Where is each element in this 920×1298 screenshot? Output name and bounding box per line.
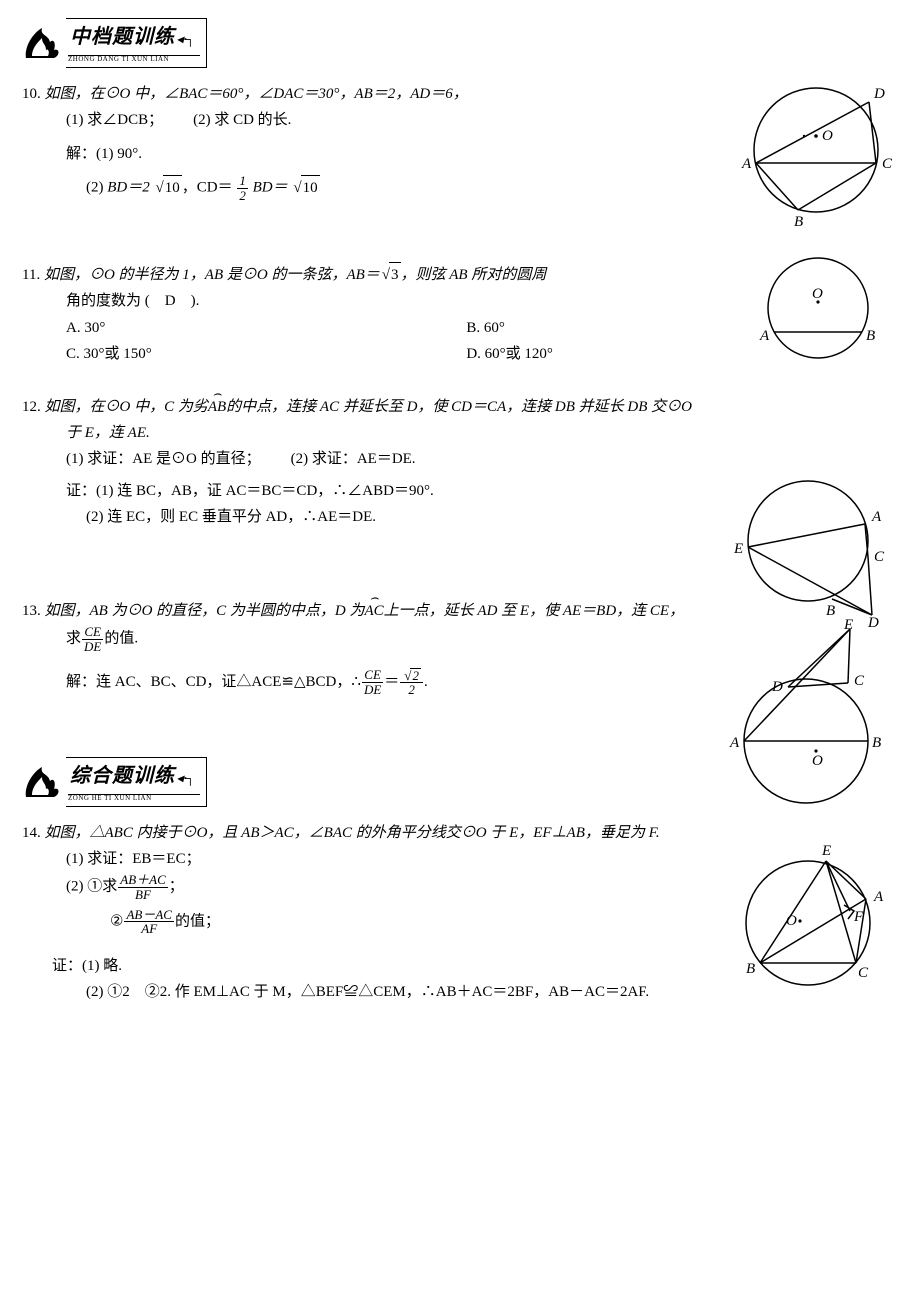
problem-11: O A B 11. 如图，⊙O 的半径为 1，AB 是⊙O 的一条弦，AB＝3，… xyxy=(20,262,900,367)
svg-text:A: A xyxy=(873,889,884,905)
q13-num: 13. xyxy=(22,603,41,619)
q10-part1: (1) 求∠DCB； xyxy=(66,112,163,128)
banner-mid-title: 中档题训练 xyxy=(68,21,200,56)
svg-text:B: B xyxy=(746,961,755,977)
svg-text:E: E xyxy=(843,619,853,633)
q12-part2: (2) 求证：AE＝DE. xyxy=(291,451,416,467)
svg-text:E: E xyxy=(734,541,743,557)
svg-text:D: D xyxy=(771,679,783,695)
q12-part1: (1) 求证：AE 是⊙O 的直径； xyxy=(66,451,261,467)
svg-text:D: D xyxy=(873,86,885,102)
q12-stem: 如图，在⊙O 中，C 为劣AB的中点，连接 AC 并延长至 D，使 CD＝CA，… xyxy=(45,399,693,415)
problem-10: A B C D O 10. 如图，在⊙O 中，∠BAC＝60°，∠DAC＝30°… xyxy=(20,82,900,202)
q11-num: 11. xyxy=(22,267,40,283)
q10-part2: (2) 求 CD 的长. xyxy=(193,112,291,128)
banner-comp-title: 综合题训练 xyxy=(68,760,200,795)
q10-num: 10. xyxy=(22,86,41,102)
choice-a: A. 30° xyxy=(66,315,466,341)
svg-text:C: C xyxy=(882,156,893,172)
svg-text:A: A xyxy=(741,156,752,172)
problem-13: A B C D E O 13. 如图，AB 为⊙O 的直径，C 为半圆的中点，D… xyxy=(20,599,900,697)
svg-text:C: C xyxy=(858,965,869,981)
problem-14: A B C E F O 14. 如图，△ABC 内接于⊙O，且 AB＞AC，∠B… xyxy=(20,821,900,1004)
q10-stem: 如图，在⊙O 中，∠BAC＝60°，∠DAC＝30°，AB＝2，AD＝6， xyxy=(45,86,468,102)
q11-stem: 如图，⊙O 的半径为 1，AB 是⊙O 的一条弦，AB＝3，则弦 AB 所对的圆… xyxy=(44,267,546,283)
svg-text:B: B xyxy=(872,735,881,751)
flame-icon xyxy=(20,24,64,62)
q14-num: 14. xyxy=(22,825,41,841)
figure-11: O A B xyxy=(740,256,896,376)
svg-text:E: E xyxy=(821,843,831,859)
problem-12: A B C D E 12. 如图，在⊙O 中，C 为劣AB的中点，连接 AC 并… xyxy=(20,395,900,529)
svg-text:O: O xyxy=(786,913,797,929)
svg-text:F: F xyxy=(853,909,864,925)
svg-text:C: C xyxy=(874,549,885,565)
svg-text:O: O xyxy=(812,753,823,769)
q12-num: 12. xyxy=(22,399,41,415)
svg-text:O: O xyxy=(822,128,833,144)
svg-text:A: A xyxy=(729,735,740,751)
q13-stem: 如图，AB 为⊙O 的直径，C 为半圆的中点，D 为AC上一点，延长 AD 至 … xyxy=(45,603,685,619)
figure-10: A B C D O xyxy=(736,78,896,228)
figure-13: A B C D E O xyxy=(716,619,896,809)
q12-stem-2: 于 E，连 AE. xyxy=(22,421,900,445)
banner-mid: 中档题训练 ZHONG DANG TI XUN LIAN xyxy=(20,18,900,68)
svg-text:C: C xyxy=(854,673,865,689)
figure-14: A B C E F O xyxy=(728,839,896,999)
flame-icon xyxy=(20,763,64,801)
q14-stem: 如图，△ABC 内接于⊙O，且 AB＞AC，∠BAC 的外角平分线交⊙O 于 E… xyxy=(45,825,660,841)
choice-c: C. 30°或 150° xyxy=(66,341,466,367)
svg-text:O: O xyxy=(812,286,823,302)
svg-text:A: A xyxy=(871,509,882,525)
svg-text:B: B xyxy=(794,214,803,228)
svg-text:A: A xyxy=(759,328,770,344)
svg-text:B: B xyxy=(866,328,875,344)
